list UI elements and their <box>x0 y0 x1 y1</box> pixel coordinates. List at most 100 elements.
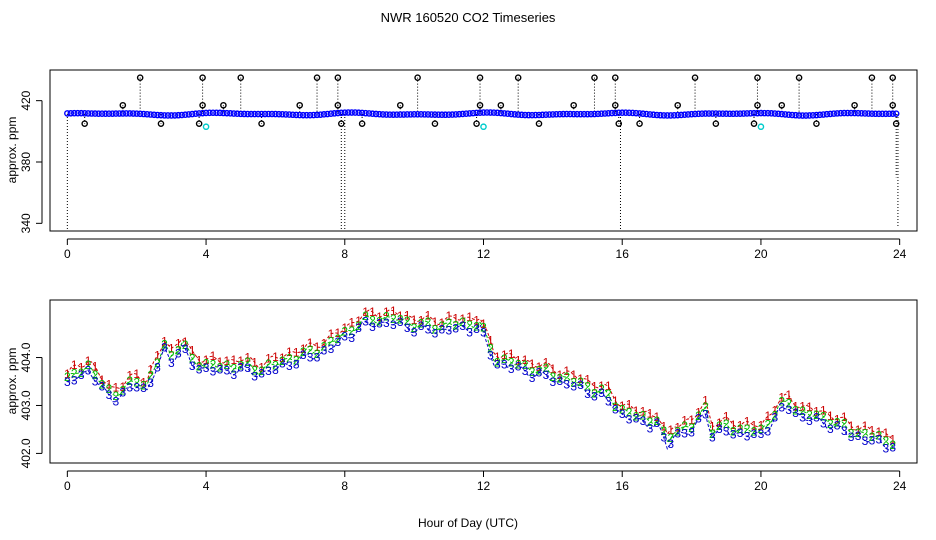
top-data-point <box>563 110 571 118</box>
top-data-point <box>820 111 827 118</box>
top-data-point <box>847 109 855 117</box>
top-data-point <box>310 111 317 119</box>
bottom-series-point-2: 2 <box>834 416 841 430</box>
bottom-series-point-2: 2 <box>501 352 508 366</box>
top-plot-frame <box>49 69 918 232</box>
bottom-series-point-2: 2 <box>619 402 626 416</box>
bottom-series-point-2: 2 <box>723 417 730 431</box>
bottom-series-point-2: 2 <box>133 375 140 389</box>
bottom-series-point-3: 3 <box>411 326 418 340</box>
bottom-series-point-1: 1 <box>862 419 869 433</box>
top-data-point <box>546 111 553 118</box>
bottom-series-point-3: 3 <box>362 315 369 329</box>
bottom-series-point-1: 1 <box>771 403 778 417</box>
bottom-series-point-3: 3 <box>765 425 772 439</box>
top-outlier-point <box>514 74 522 81</box>
bottom-series-point-3: 3 <box>778 400 785 414</box>
top-data-point <box>213 109 220 117</box>
bottom-series-point-2: 2 <box>799 404 806 418</box>
bottom-series-point-2: 2 <box>640 409 647 423</box>
bottom-series-point-2: 2 <box>126 374 133 388</box>
bottom-series-point-3: 3 <box>834 418 841 432</box>
bottom-series-point-1: 1 <box>765 409 772 423</box>
top-data-point <box>91 110 99 117</box>
top-outlier-point <box>754 74 761 81</box>
bottom-series-point-2: 2 <box>168 349 175 363</box>
bottom-series-line-1 <box>66 309 894 440</box>
top-data-point <box>809 112 817 119</box>
bottom-series-point-2: 2 <box>293 353 300 367</box>
bottom-series-point-1: 1 <box>189 344 196 358</box>
bottom-series-point-3: 3 <box>369 320 376 334</box>
top-data-point <box>497 109 505 117</box>
bottom-series-point-1: 1 <box>584 372 591 386</box>
top-data-point <box>879 110 886 118</box>
top-data-point <box>559 110 567 118</box>
top-data-point <box>632 109 640 117</box>
bottom-series-point-3: 3 <box>161 341 168 355</box>
top-data-point <box>279 110 286 118</box>
bottom-series-point-2: 2 <box>237 359 244 373</box>
top-outlier-point <box>535 120 543 127</box>
bottom-series-point-1: 1 <box>598 379 605 393</box>
top-data-point <box>351 109 359 116</box>
bottom-series-point-3: 3 <box>640 414 647 428</box>
bottom-series-point-3: 3 <box>99 379 106 393</box>
bottom-series-point-2: 2 <box>792 404 799 418</box>
top-data-point <box>854 109 862 117</box>
top-data-point <box>636 110 643 117</box>
bottom-series-point-1: 1 <box>640 405 647 419</box>
top-data-point <box>282 111 290 118</box>
bottom-series-point-3: 3 <box>341 329 348 343</box>
top-data-point <box>594 110 602 118</box>
bottom-series-point-1: 1 <box>140 375 147 389</box>
bottom-series-point-2: 2 <box>390 312 397 326</box>
bottom-series-point-1: 1 <box>210 349 217 363</box>
top-data-point <box>261 110 269 118</box>
top-data-point <box>622 109 629 117</box>
top-data-point <box>105 110 113 117</box>
bottom-series-point-2: 2 <box>161 338 168 352</box>
bottom-series-point-3: 3 <box>321 343 328 357</box>
bottom-series-point-2: 2 <box>341 325 348 339</box>
bottom-series-point-3: 3 <box>348 331 355 345</box>
bottom-series-point-1: 1 <box>466 310 473 324</box>
bottom-series-point-1: 1 <box>369 305 376 319</box>
bottom-series-point-3: 3 <box>702 408 709 422</box>
top-data-point <box>754 109 761 117</box>
bottom-series-point-1: 1 <box>695 406 702 420</box>
top-outlier-point <box>570 101 577 109</box>
bottom-series-point-1: 1 <box>494 350 501 364</box>
top-data-point <box>740 110 747 117</box>
top-x-axis: 0 4 8 12 16 20 24 <box>64 238 907 261</box>
top-data-point <box>549 111 557 118</box>
top-data-point <box>396 111 404 118</box>
bottom-series-point-2: 2 <box>362 309 369 323</box>
top-data-point <box>778 110 786 118</box>
bottom-series-point-1: 1 <box>570 368 577 382</box>
bottom-series-point-3: 3 <box>515 360 522 374</box>
top-data-point <box>695 110 702 118</box>
top-data-point <box>88 110 95 117</box>
top-outlier-point <box>258 120 265 127</box>
top-data-point <box>289 111 297 119</box>
top-data-point <box>771 110 779 117</box>
bottom-series-point-2: 2 <box>307 343 314 357</box>
top-data-point <box>161 112 168 119</box>
bottom-series-point-3: 3 <box>64 375 71 389</box>
bottom-series-point-2: 2 <box>99 377 106 391</box>
bottom-series-point-3: 3 <box>591 390 598 404</box>
bottom-series-point-1: 1 <box>487 333 494 347</box>
bottom-series-point-2: 2 <box>737 422 744 436</box>
top-data-point <box>504 110 512 118</box>
top-data-point <box>480 109 487 116</box>
top-outlier-point <box>889 74 897 81</box>
bottom-series-point-3: 3 <box>876 432 883 446</box>
chart-title: NWR 160520 CO2 Timeseries <box>381 10 556 25</box>
bottom-series-point-2: 2 <box>92 368 99 382</box>
top-data-point <box>102 110 109 118</box>
bottom-series-point-3: 3 <box>106 388 113 402</box>
bottom-series-point-3: 3 <box>647 421 654 435</box>
